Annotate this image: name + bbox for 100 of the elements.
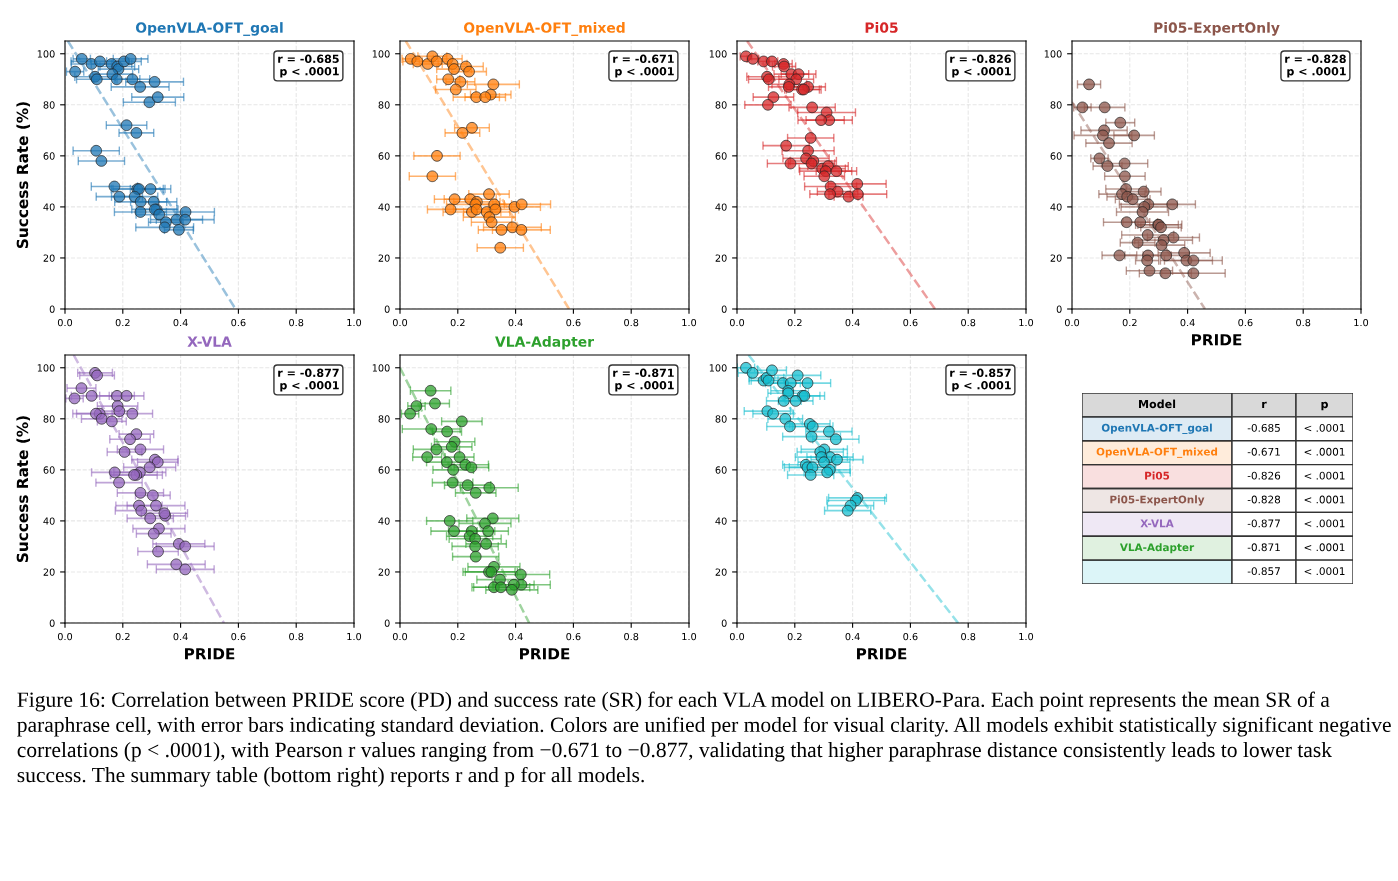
y-tick-label: 60 (43, 466, 55, 474)
x-tick-label: 0.2 (115, 632, 130, 641)
x-tick-label: 1.0 (347, 632, 362, 641)
data-label: < .0001 (1304, 471, 1345, 480)
x-tick-label: 0.6 (231, 632, 246, 641)
category-label: VLA-Adapter (1119, 543, 1195, 554)
y-tick-label: 100 (709, 364, 727, 372)
y-tick-label: 80 (378, 101, 390, 109)
data-label: < .0001 (1304, 447, 1345, 456)
x-tick-label: 1.0 (1354, 318, 1369, 327)
y-tick-label: 40 (378, 517, 390, 525)
x-tick-label: 0.4 (845, 318, 860, 327)
y-tick-label: 60 (715, 466, 727, 474)
annotation: r = -0.871 p < .0001 (613, 368, 674, 392)
x-tick-label: 0.4 (1180, 318, 1195, 327)
x-tick-label: 0.0 (729, 632, 745, 641)
x-tick-label: 0.8 (961, 318, 976, 327)
y-tick-label: 0 (384, 619, 390, 627)
x-axis-title: PRIDE (857, 648, 907, 660)
x-tick-label: 0.4 (173, 632, 188, 641)
x-axis-title: PRIDE (1192, 334, 1242, 346)
annotation: r = -0.828 p < .0001 (1285, 54, 1346, 78)
category-label: Pi05 (1145, 471, 1170, 480)
y-tick-label: 100 (709, 50, 727, 58)
x-tick-label: 0.4 (173, 318, 188, 327)
y-tick-label: 40 (715, 517, 727, 525)
data-label: < .0001 (1304, 495, 1345, 504)
data-label: < .0001 (1304, 567, 1345, 576)
y-axis-title: Success Rate (%) (16, 102, 30, 248)
data-label: -0.877 (1247, 519, 1280, 528)
y-tick-label: 0 (721, 305, 727, 313)
text: r (1262, 401, 1267, 408)
y-tick-label: 20 (1050, 254, 1062, 262)
y-tick-label: 60 (378, 466, 390, 474)
y-tick-label: 0 (384, 305, 390, 313)
chart-title: VLA-Adapter (495, 336, 594, 350)
y-tick-label: 0 (1056, 305, 1062, 313)
category-label: Pi05-ExpertOnly (1110, 495, 1205, 506)
y-tick-label: 20 (378, 568, 390, 576)
x-tick-label: 0.8 (289, 318, 304, 327)
y-tick-label: 20 (378, 254, 390, 262)
y-tick-label: 20 (43, 568, 55, 576)
x-tick-label: 0.6 (566, 318, 581, 327)
chart-title: OpenVLA-OFT_goal (135, 22, 283, 36)
data-label: -0.857 (1247, 567, 1280, 576)
x-tick-label: 0.8 (624, 632, 639, 641)
x-tick-label: 0.8 (961, 632, 976, 641)
x-tick-label: 0.6 (903, 632, 918, 641)
text: p (1321, 401, 1328, 411)
annotation: r = -0.685 p < .0001 (278, 54, 339, 78)
x-tick-label: 0.8 (1296, 318, 1311, 327)
y-tick-label: 40 (43, 517, 55, 525)
x-tick-label: 0.0 (57, 632, 73, 641)
data-label: < .0001 (1304, 519, 1345, 528)
x-tick-label: 0.8 (624, 318, 639, 327)
y-tick-label: 100 (372, 50, 390, 58)
x-tick-label: 1.0 (347, 318, 362, 327)
x-tick-label: 0.0 (392, 318, 408, 327)
data-label: -0.826 (1247, 471, 1281, 480)
x-axis-title: PRIDE (185, 648, 235, 660)
annotation: r = -0.877 p < .0001 (278, 368, 339, 392)
x-tick-label: 0.6 (1238, 318, 1253, 327)
x-tick-label: 1.0 (1019, 632, 1034, 641)
data-label: < .0001 (1304, 423, 1345, 432)
y-tick-label: 80 (43, 101, 55, 109)
y-tick-label: 60 (1050, 152, 1062, 160)
x-tick-label: 0.4 (508, 632, 523, 641)
x-tick-label: 0.2 (1122, 318, 1137, 327)
chart-title: Pi05 (865, 22, 898, 33)
x-axis-title: PRIDE (520, 648, 570, 660)
category-label: OpenVLA-OFT_mixed (1096, 447, 1218, 458)
y-tick-label: 80 (715, 415, 727, 423)
text: Model (1139, 399, 1176, 409)
x-tick-label: 0.4 (845, 632, 860, 641)
y-tick-label: 60 (378, 152, 390, 160)
chart-title: X-VLA (187, 336, 232, 347)
y-tick-label: 100 (1044, 50, 1062, 58)
x-tick-label: 0.4 (508, 318, 523, 327)
category-label: X-VLA (1140, 519, 1174, 528)
x-tick-label: 0.2 (787, 632, 802, 641)
y-tick-label: 80 (378, 415, 390, 423)
y-tick-label: 20 (43, 254, 55, 262)
y-tick-label: 60 (715, 152, 727, 160)
x-tick-label: 0.2 (115, 318, 130, 327)
y-tick-label: 20 (715, 254, 727, 262)
y-tick-label: 100 (372, 364, 390, 372)
data-label: < .0001 (1304, 543, 1345, 552)
x-tick-label: 0.0 (729, 318, 745, 327)
x-tick-label: 0.2 (787, 318, 802, 327)
y-tick-label: 80 (715, 101, 727, 109)
y-tick-label: 40 (715, 203, 727, 211)
x-tick-label: 0.2 (450, 632, 465, 641)
data-label: -0.685 (1247, 423, 1280, 432)
x-tick-label: 0.6 (903, 318, 918, 327)
y-tick-label: 100 (37, 364, 55, 372)
x-tick-label: 0.2 (450, 318, 465, 327)
y-tick-label: 0 (721, 619, 727, 627)
y-tick-label: 0 (49, 619, 55, 627)
y-axis-title: Success Rate (%) (16, 416, 30, 562)
x-tick-label: 0.0 (57, 318, 73, 327)
